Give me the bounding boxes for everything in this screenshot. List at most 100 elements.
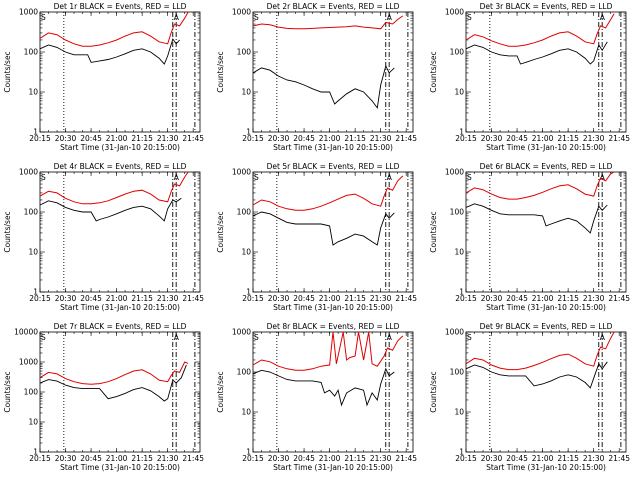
x-tick-label: 20:15 <box>242 294 264 303</box>
x-tick-label: 21:45 <box>395 294 417 303</box>
x-axis-label: Start Time (31-Jan-10 20:15:00) <box>486 143 606 152</box>
y-tick-label: 10 <box>454 408 464 417</box>
marker-a-label: A <box>600 333 606 342</box>
chart-title: Det 5r BLACK = Events, RED = LLD <box>267 162 400 171</box>
series-lld-line <box>465 331 615 371</box>
series-events-line <box>252 367 395 407</box>
x-tick-label: 20:30 <box>481 294 503 303</box>
marker-a-label: A <box>600 13 606 22</box>
y-axis-label: Counts/sec <box>216 211 225 252</box>
series-lld-line <box>39 11 189 47</box>
x-tick-label: 21:00 <box>319 134 341 143</box>
chart-panel-1: Det 1r BLACK = Events, RED = LLD 1 10 100 10… <box>3 2 204 152</box>
chart-panel-3: Det 3r BLACK = Events, RED = LLD 1 10 100 10… <box>429 2 630 152</box>
x-tick-label: 21:15 <box>344 454 366 463</box>
series-events-line <box>252 211 395 246</box>
x-tick-label: 20:15 <box>29 134 51 143</box>
marker-s-label: S <box>254 173 259 182</box>
x-tick-label: 21:15 <box>344 294 366 303</box>
plot-frame <box>39 11 201 133</box>
x-tick-label: 21:15 <box>344 134 366 143</box>
x-tick-label: 21:45 <box>395 454 417 463</box>
y-tick-label: 1000 <box>19 168 38 177</box>
marker-s-label: S <box>254 333 259 342</box>
chart-panel-6: Det 6r BLACK = Events, RED = LLD 1 10 100 10… <box>429 162 630 312</box>
series-events-line <box>39 197 182 222</box>
chart-title: Det 6r BLACK = Events, RED = LLD <box>480 162 613 171</box>
chart-panel-4: Det 4r BLACK = Events, RED = LLD 1 10 100 10… <box>3 162 204 312</box>
x-tick-label: 21:15 <box>131 134 153 143</box>
y-axis-label: Counts/sec <box>429 211 438 252</box>
chart-panel-2: Det 2r BLACK = Events, RED = LLD 1 10 100 10… <box>216 2 417 152</box>
x-tick-label: 21:30 <box>157 134 179 143</box>
x-tick-label: 20:30 <box>481 454 503 463</box>
x-tick-label: 21:00 <box>106 454 128 463</box>
chart-panel-5: Det 5r BLACK = Events, RED = LLD 1 10 100 10… <box>216 162 417 312</box>
x-tick-label: 21:00 <box>532 454 554 463</box>
x-tick-label: 21:30 <box>157 454 179 463</box>
y-tick-label: 100 <box>450 368 465 377</box>
series-events-line <box>465 203 608 234</box>
y-tick-label: 10 <box>454 88 464 97</box>
y-tick-label: 1 <box>459 288 464 297</box>
y-tick-label: 1 <box>459 448 464 457</box>
y-axis-label: Counts/sec <box>429 371 438 412</box>
chart-panel-9: Det 9r BLACK = Events, RED = LLD 1 10 100 10… <box>429 322 630 472</box>
x-tick-label: 21:15 <box>557 454 579 463</box>
x-tick-label: 21:00 <box>319 294 341 303</box>
y-tick-label: 100 <box>237 368 252 377</box>
series-lld-line <box>39 171 189 205</box>
y-axis-label: Counts/sec <box>3 371 12 412</box>
x-tick-label: 20:30 <box>481 134 503 143</box>
y-tick-label: 1 <box>246 128 251 137</box>
marker-a-label: A <box>174 173 180 182</box>
x-tick-label: 20:45 <box>293 294 315 303</box>
x-tick-label: 20:15 <box>455 454 477 463</box>
x-tick-label: 21:00 <box>319 454 341 463</box>
chart-panel-7: Det 7r BLACK = Events, RED = LLD 1 10 100 10… <box>3 322 204 472</box>
x-axis-label: Start Time (31-Jan-10 20:15:00) <box>60 303 180 312</box>
x-axis-label: Start Time (31-Jan-10 20:15:00) <box>60 463 180 472</box>
y-tick-label: 10 <box>28 418 38 427</box>
x-tick-label: 20:15 <box>29 294 51 303</box>
y-tick-label: 1000 <box>445 168 464 177</box>
x-tick-label: 21:00 <box>532 294 554 303</box>
x-tick-label: 21:30 <box>157 294 179 303</box>
x-tick-label: 20:45 <box>80 294 102 303</box>
x-tick-label: 21:30 <box>370 454 392 463</box>
series-lld-line <box>252 15 404 30</box>
series-events-line <box>39 38 180 65</box>
y-tick-label: 100 <box>24 48 39 57</box>
x-tick-label: 21:45 <box>395 134 417 143</box>
x-tick-label: 20:45 <box>80 454 102 463</box>
series-events-line <box>465 361 608 389</box>
x-tick-label: 20:15 <box>455 134 477 143</box>
y-tick-label: 10000 <box>14 328 38 337</box>
x-tick-label: 20:45 <box>293 454 315 463</box>
marker-a-label: A <box>387 333 393 342</box>
x-tick-label: 21:00 <box>106 294 128 303</box>
series-lld-line <box>465 171 615 200</box>
series-events-line <box>465 41 608 65</box>
x-tick-label: 21:45 <box>182 294 204 303</box>
x-tick-label: 20:45 <box>506 134 528 143</box>
y-axis-label: Counts/sec <box>429 51 438 92</box>
y-tick-label: 10 <box>241 88 251 97</box>
x-axis-label: Start Time (31-Jan-10 20:15:00) <box>486 463 606 472</box>
x-tick-label: 20:30 <box>55 294 77 303</box>
y-tick-label: 10 <box>28 248 38 257</box>
x-tick-label: 21:45 <box>608 454 630 463</box>
x-axis-label: Start Time (31-Jan-10 20:15:00) <box>486 303 606 312</box>
y-tick-label: 1000 <box>232 168 251 177</box>
y-axis-label: Counts/sec <box>216 371 225 412</box>
y-tick-label: 100 <box>450 208 465 217</box>
marker-s-label: S <box>467 333 472 342</box>
marker-s-label: S <box>254 13 259 22</box>
y-tick-label: 10 <box>28 88 38 97</box>
y-tick-label: 10 <box>454 248 464 257</box>
marker-a-label: A <box>600 173 606 182</box>
chart-title: Det 9r BLACK = Events, RED = LLD <box>480 322 613 331</box>
chart-title: Det 3r BLACK = Events, RED = LLD <box>480 2 613 11</box>
